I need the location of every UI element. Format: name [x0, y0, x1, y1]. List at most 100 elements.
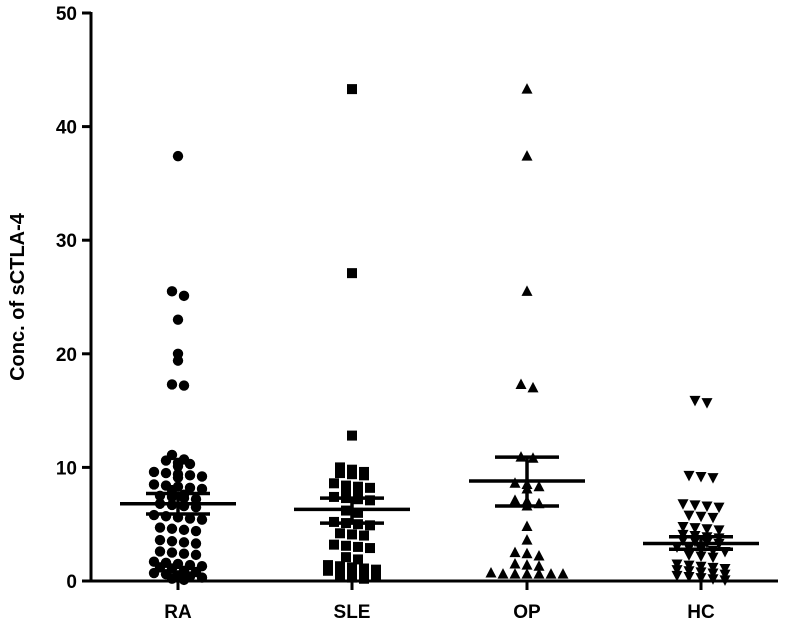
data-point-hc: [695, 567, 707, 578]
data-point-sle: [335, 462, 345, 473]
data-point-sle: [359, 470, 369, 481]
data-point-hc: [683, 560, 695, 572]
data-point-op: [521, 568, 533, 579]
data-point-hc: [683, 571, 695, 583]
data-point-ra: [160, 467, 172, 479]
data-point-hc: [677, 499, 689, 510]
data-point-hc: [683, 566, 695, 577]
data-point-ra: [184, 482, 196, 494]
data-point-hc: [671, 570, 683, 582]
data-point-op: [557, 568, 569, 579]
data-point-op: [521, 559, 533, 570]
data-point-sle: [359, 573, 369, 584]
data-point-ra: [196, 572, 208, 583]
data-point-ra: [166, 547, 178, 558]
data-point-sle: [335, 561, 345, 572]
data-point-ra: [190, 549, 202, 561]
data-point-hc: [719, 564, 731, 575]
data-point-hc: [713, 502, 725, 514]
data-point-sle: [347, 529, 357, 540]
data-point-ra: [166, 379, 178, 390]
data-point-hc: [695, 573, 707, 584]
data-point-ra: [148, 479, 160, 490]
data-point-sle: [365, 520, 375, 531]
y-ticks: 0 10 20 30 40 50: [56, 4, 91, 593]
data-point-ra: [160, 455, 172, 466]
data-point-hc: [707, 568, 719, 580]
data-point-ra: [178, 380, 190, 391]
x-tick-label: HC: [687, 602, 715, 623]
data-point-op: [515, 378, 527, 389]
data-point-ra: [178, 537, 190, 548]
data-point-sle: [365, 482, 375, 493]
data-point-op: [527, 381, 539, 393]
data-point-ra: [196, 471, 208, 482]
data-point-op: [521, 520, 533, 531]
data-point-ra: [190, 525, 202, 537]
data-point-ra: [148, 567, 160, 579]
data-point-sle: [323, 560, 333, 571]
data-point-ra: [184, 470, 196, 481]
data-point-hc: [701, 524, 713, 535]
data-point-hc: [683, 550, 695, 561]
data-point-sle: [353, 507, 363, 518]
data-point-hc: [677, 521, 689, 533]
data-point-ra: [166, 286, 178, 297]
data-point-op: [533, 480, 545, 492]
data-point-ra: [184, 513, 196, 524]
data-point-op: [485, 567, 497, 578]
data-point-op: [533, 568, 545, 579]
data-point-ra: [154, 534, 166, 546]
data-point-ra: [178, 492, 190, 504]
data-point-hc: [707, 562, 719, 574]
data-point-ra: [178, 290, 190, 302]
data-point-ra: [172, 150, 184, 162]
data-point-sle: [335, 528, 345, 539]
data-point-ra: [154, 522, 166, 533]
data-point-sle: [347, 469, 357, 480]
data-point-op: [521, 83, 533, 94]
data-point-op: [521, 285, 533, 296]
data-point-hc: [707, 574, 719, 585]
y-tick-label: 30: [56, 231, 77, 252]
x-tick-label: SLE: [334, 602, 371, 623]
data-point-sle: [341, 483, 351, 494]
data-point-hc: [719, 569, 731, 581]
mean-sem-bars: [120, 455, 759, 551]
data-point-hc: [707, 552, 719, 564]
data-point-sle: [341, 552, 351, 563]
data-point-hc: [695, 471, 707, 483]
data-point-ra: [166, 573, 178, 584]
data-point-hc: [695, 511, 707, 523]
data-point-hc: [701, 501, 713, 513]
data-point-hc: [707, 512, 719, 524]
data-point-ra: [184, 458, 196, 470]
data-point-op: [533, 560, 545, 571]
data-point-op: [545, 568, 557, 579]
data-point-ra: [172, 355, 184, 366]
data-point-sle: [359, 563, 369, 574]
data-point-sle: [347, 562, 357, 573]
data-point-ra: [166, 523, 178, 534]
data-point-hc: [671, 565, 683, 576]
data-point-sle: [329, 539, 339, 550]
data-point-ra: [196, 483, 208, 495]
data-point-sle: [347, 572, 357, 583]
data-point-hc: [689, 500, 701, 511]
data-point-op: [509, 546, 521, 558]
data-point-hc: [695, 551, 707, 563]
data-point-hc: [689, 523, 701, 534]
data-point-sle: [329, 478, 339, 489]
y-axis: 0 10 20 30 40 50: [56, 4, 93, 593]
x-ticks: RA SLE OP HC: [164, 581, 715, 623]
data-point-ra: [178, 574, 190, 586]
y-tick-label: 10: [56, 458, 77, 479]
data-point-sle: [353, 541, 363, 552]
data-point-sle: [347, 268, 357, 279]
data-point-op: [521, 534, 533, 545]
data-point-sle: [323, 565, 333, 576]
data-point-sle: [335, 468, 345, 479]
data-point-sle: [335, 571, 345, 582]
data-point-ra: [172, 461, 184, 472]
